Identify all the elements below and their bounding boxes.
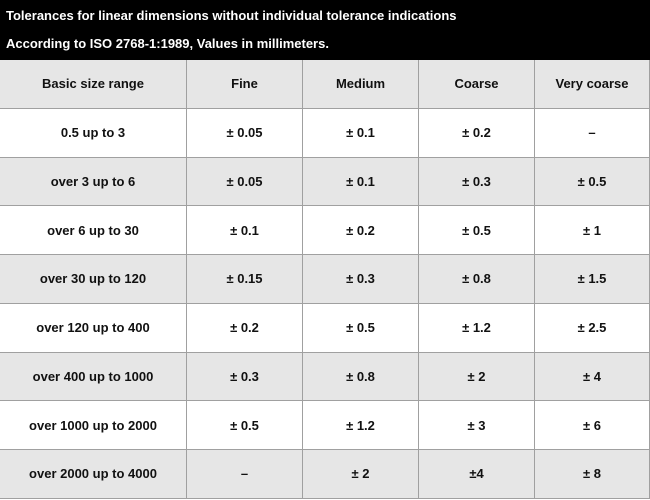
tolerance-cell: ± 0.1 [303, 108, 419, 158]
tolerance-cell: ± 0.5 [187, 401, 303, 450]
tolerance-cell: ± 3 [419, 401, 535, 450]
tolerance-cell: ± 0.5 [419, 206, 535, 255]
size-range-cell: over 6 up to 30 [0, 206, 187, 255]
tolerance-cell: ± 0.8 [303, 352, 419, 402]
size-range-cell: over 2000 up to 4000 [0, 450, 187, 499]
banner: Tolerances for linear dimensions without… [0, 0, 650, 60]
tolerance-cell: ± 2.5 [535, 303, 650, 353]
tolerance-cell: ± 0.15 [187, 255, 303, 304]
tolerance-cell: ± 0.3 [187, 352, 303, 402]
tolerance-cell: ± 0.8 [419, 255, 535, 304]
tolerance-cell: ± 1 [535, 206, 650, 255]
tolerance-cell: – [187, 450, 303, 499]
tolerance-cell: ± 0.2 [187, 303, 303, 353]
tolerance-cell: ± 0.3 [303, 255, 419, 304]
size-range-cell: over 120 up to 400 [0, 303, 187, 353]
tolerance-cell: ± 8 [535, 450, 650, 499]
size-range-cell: 0.5 up to 3 [0, 108, 187, 158]
column-header: Very coarse [535, 60, 650, 109]
tolerance-cell: ± 0.1 [187, 206, 303, 255]
tolerance-cell: ± 0.5 [303, 303, 419, 353]
tolerance-cell: ± 0.5 [535, 157, 650, 207]
tolerance-cell: ± 0.05 [187, 157, 303, 207]
tolerance-cell: ± 0.2 [419, 108, 535, 158]
tolerance-cell: ± 2 [419, 352, 535, 402]
column-header: Coarse [419, 60, 535, 109]
subtitle: According to ISO 2768-1:1989, Values in … [6, 36, 329, 51]
tolerance-cell: – [535, 108, 650, 158]
size-range-cell: over 1000 up to 2000 [0, 401, 187, 450]
tolerance-cell: ±4 [419, 450, 535, 499]
size-range-cell: over 3 up to 6 [0, 157, 187, 207]
size-range-cell: over 400 up to 1000 [0, 352, 187, 402]
size-range-cell: over 30 up to 120 [0, 255, 187, 304]
column-header: Fine [187, 60, 303, 109]
tolerance-cell: ± 1.2 [419, 303, 535, 353]
tolerance-cell: ± 1.2 [303, 401, 419, 450]
title: Tolerances for linear dimensions without… [6, 8, 457, 23]
tolerance-cell: ± 0.05 [187, 108, 303, 158]
tolerance-cell: ± 0.3 [419, 157, 535, 207]
tolerance-cell: ± 0.2 [303, 206, 419, 255]
tolerance-cell: ± 2 [303, 450, 419, 499]
column-header: Basic size range [0, 60, 187, 109]
column-header: Medium [303, 60, 419, 109]
tolerance-cell: ± 1.5 [535, 255, 650, 304]
tolerance-cell: ± 4 [535, 352, 650, 402]
tolerance-cell: ± 6 [535, 401, 650, 450]
tolerance-cell: ± 0.1 [303, 157, 419, 207]
